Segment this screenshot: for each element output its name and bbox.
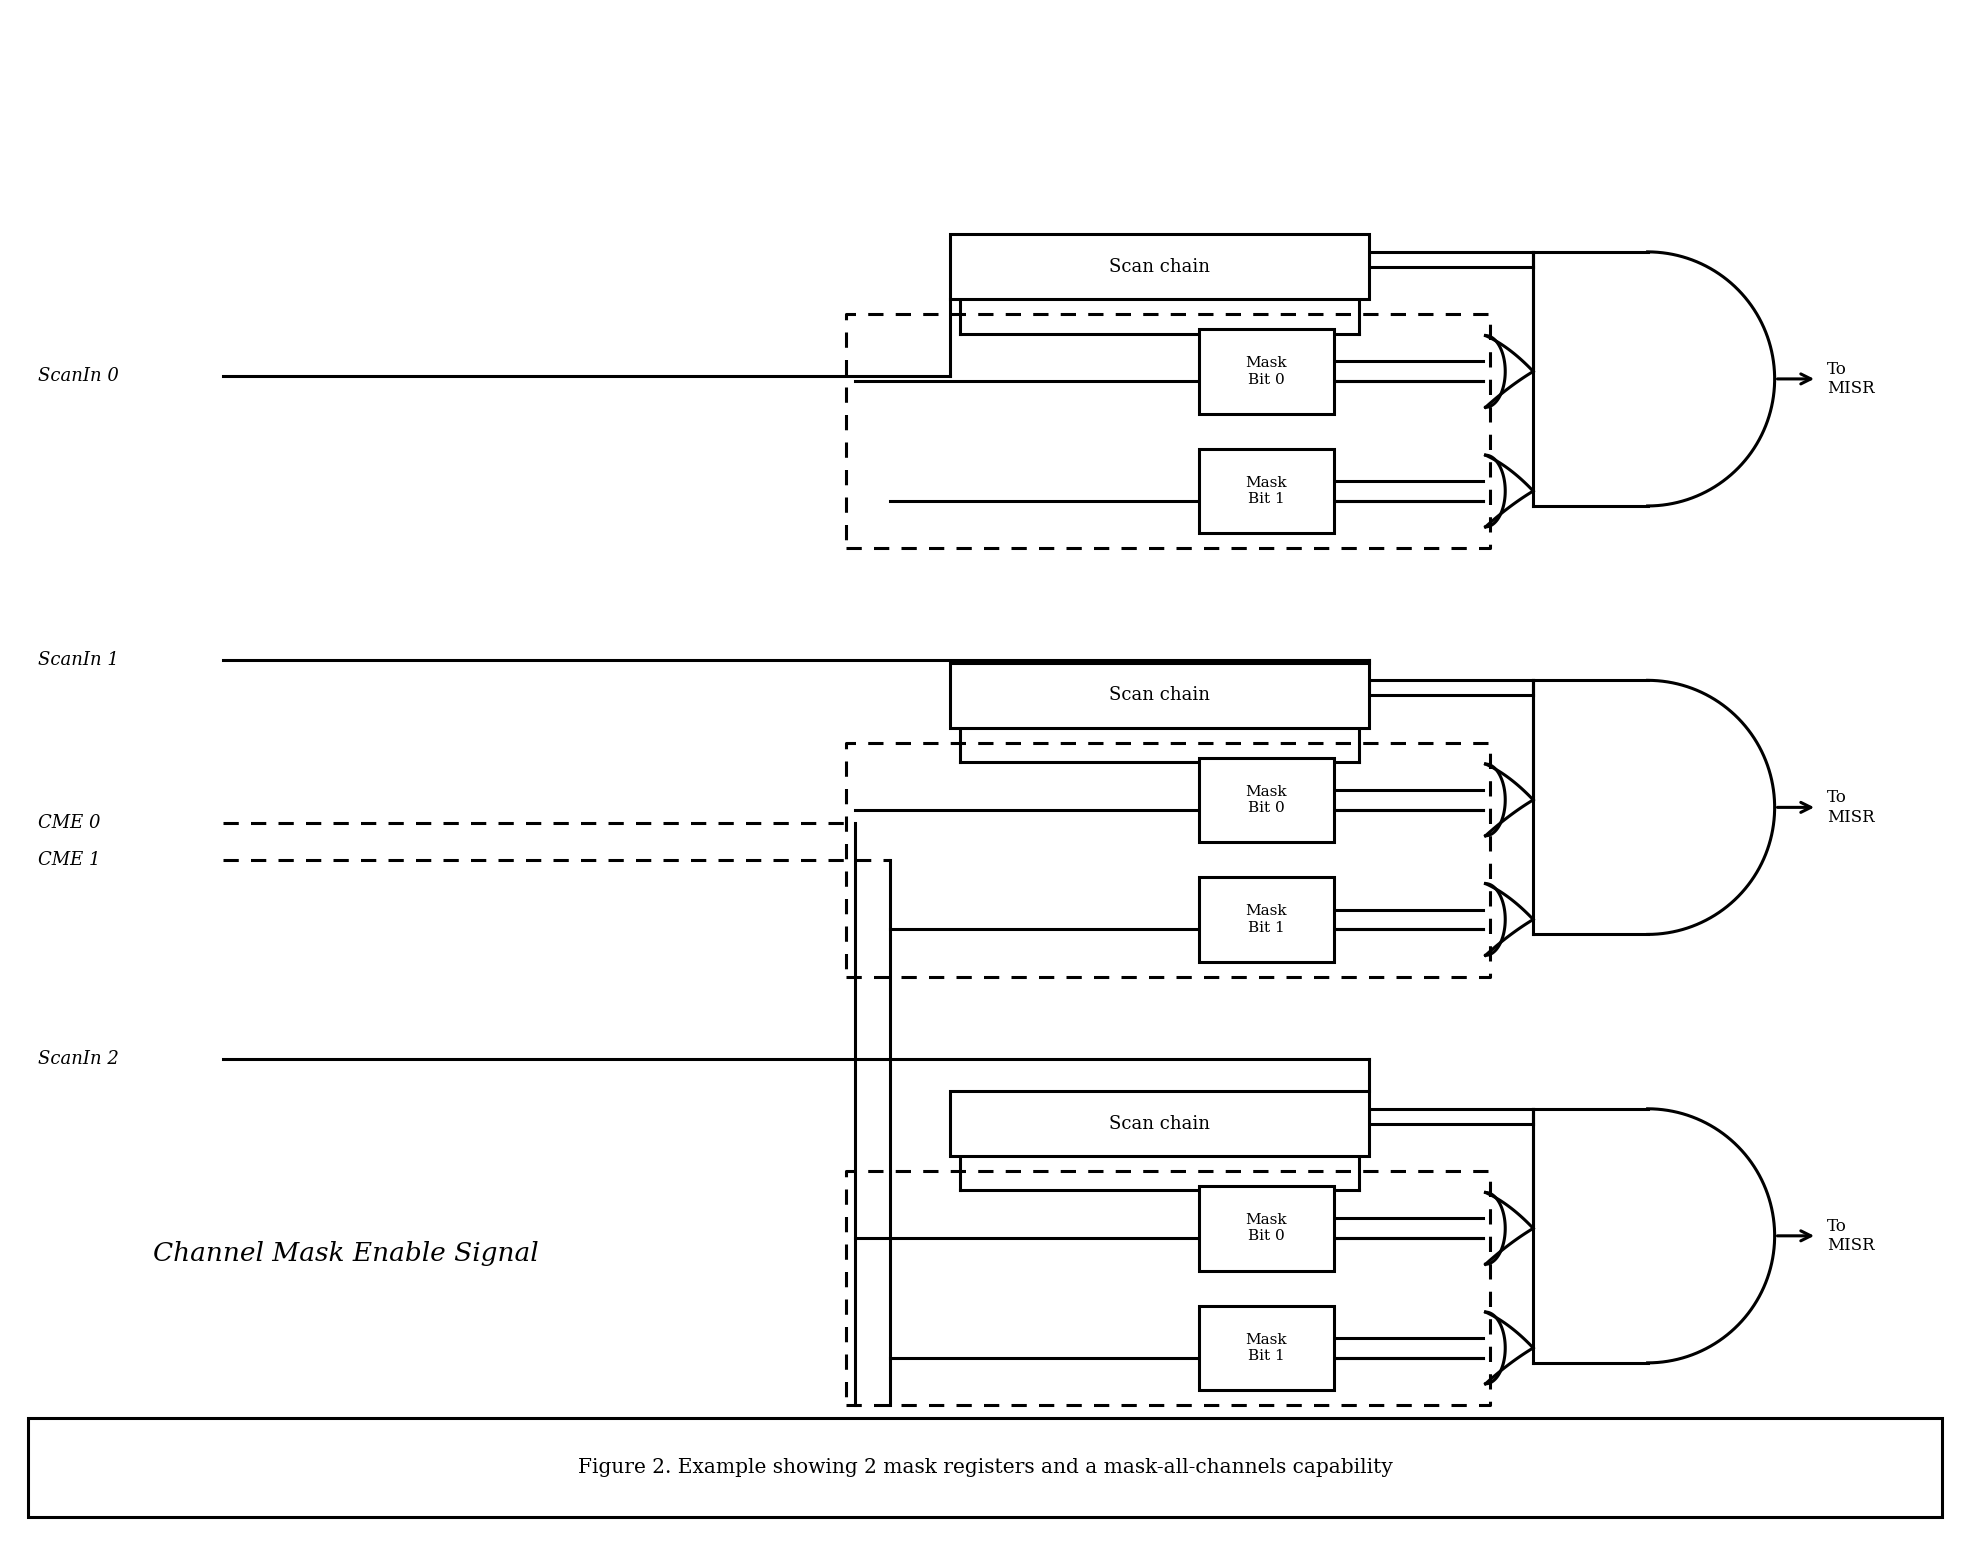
Bar [1199, 329, 1333, 414]
Text: To
MISR: To MISR [1827, 789, 1874, 825]
Bar [1199, 1306, 1333, 1390]
Text: Scan chain: Scan chain [1109, 686, 1209, 705]
Text: Scan chain: Scan chain [1109, 1115, 1209, 1132]
Bar [28, 1418, 1941, 1517]
Text: CME 0: CME 0 [39, 814, 100, 831]
Bar [1199, 878, 1333, 963]
Bar [1199, 448, 1333, 533]
Text: ScanIn 2: ScanIn 2 [39, 1051, 120, 1068]
Bar [951, 235, 1368, 300]
Text: Mask
Bit 1: Mask Bit 1 [1246, 1333, 1288, 1363]
Text: ScanIn 0: ScanIn 0 [39, 368, 120, 385]
Text: Mask
Bit 1: Mask Bit 1 [1246, 476, 1288, 507]
Bar [951, 663, 1368, 728]
Bar [1199, 1187, 1333, 1270]
Bar [1199, 757, 1333, 842]
Text: Channel Mask Enable Signal: Channel Mask Enable Signal [154, 1241, 540, 1265]
Text: Scan chain: Scan chain [1109, 258, 1209, 277]
Text: Figure 2. Example showing 2 mask registers and a mask-all-channels capability: Figure 2. Example showing 2 mask registe… [577, 1458, 1392, 1477]
Text: Mask
Bit 0: Mask Bit 0 [1246, 1213, 1288, 1244]
Text: Mask
Bit 1: Mask Bit 1 [1246, 904, 1288, 935]
Text: CME 1: CME 1 [39, 851, 100, 868]
Text: To
MISR: To MISR [1827, 1217, 1874, 1255]
Text: Mask
Bit 0: Mask Bit 0 [1246, 785, 1288, 816]
Text: To
MISR: To MISR [1827, 360, 1874, 397]
Text: Mask
Bit 0: Mask Bit 0 [1246, 357, 1288, 386]
Bar [951, 1091, 1368, 1156]
Text: ScanIn 1: ScanIn 1 [39, 652, 120, 669]
